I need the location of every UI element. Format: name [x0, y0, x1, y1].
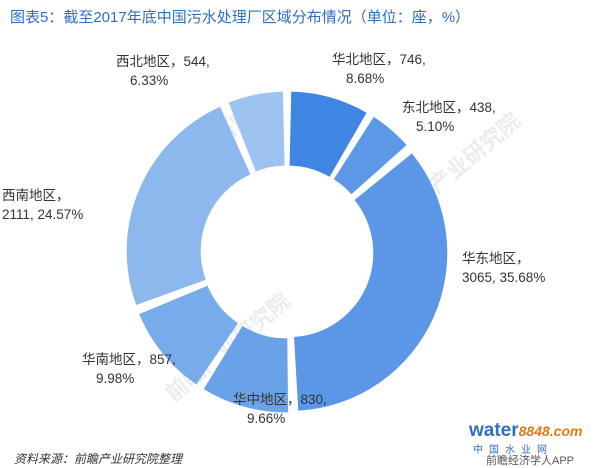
slice-label-7: 西北地区，544, 6.33%	[116, 54, 210, 88]
water8848-logo: water8848.com	[469, 420, 582, 442]
logo-num: 8848	[518, 423, 550, 439]
slice-7	[228, 91, 285, 172]
logo-subtitle: 中国水业网	[473, 445, 553, 456]
slice-label-4: 华中地区，830, 9.66%	[233, 392, 327, 426]
chart-title: 图表5：截至2017年底中国污水处理厂区域分布情况（单位：座，%）	[10, 9, 471, 26]
slice-1	[289, 91, 367, 177]
slice-2	[333, 116, 407, 195]
slice-5	[139, 285, 238, 385]
slice-label-5: 华南地区，857, 9.98%	[82, 352, 176, 386]
labels-group: 华北地区，746, 8.68% 东北地区，438, 5.10% 华东地区， 3065, 3…	[2, 52, 545, 426]
slice-label-3: 华东地区， 3065, 35.68%	[462, 251, 545, 285]
logo-suffix: .com	[549, 423, 583, 439]
slices-group	[126, 91, 448, 413]
source-note: 资料来源：前瞻产业研究院整理	[14, 452, 183, 466]
slice-6	[126, 106, 251, 305]
slice-label-6: 西南地区， 2111, 24.57%	[2, 188, 83, 222]
slice-label-1: 华北地区，746, 8.68%	[332, 52, 426, 86]
slice-4	[203, 326, 289, 413]
app-name: 前瞻经济学人APP	[486, 455, 575, 467]
slice-3	[294, 153, 448, 411]
logo-main: water	[469, 420, 519, 441]
slice-label-2: 东北地区，438, 5.10%	[402, 100, 496, 134]
